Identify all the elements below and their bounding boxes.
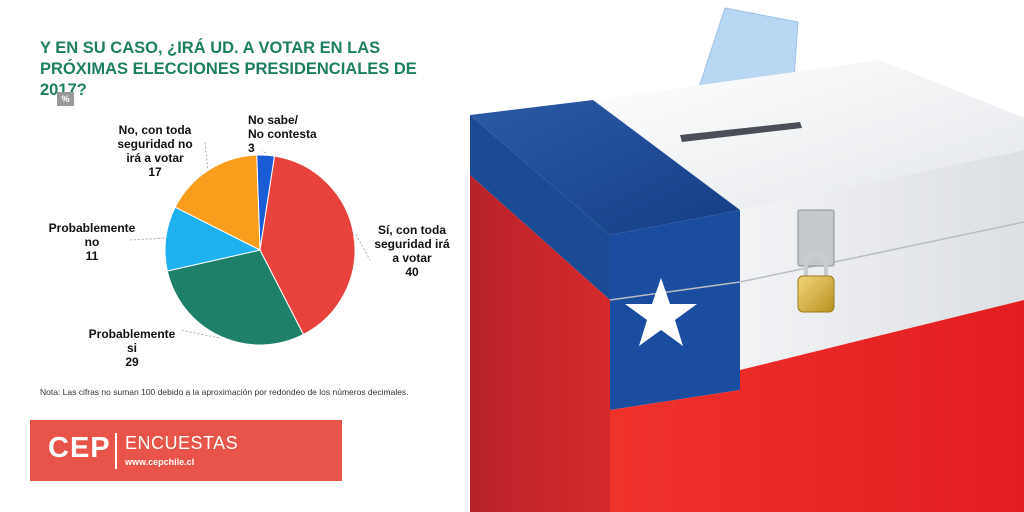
logo-url: www.cepchile.cl — [125, 457, 195, 467]
slice-label: Sí, con toda seguridad irá a votar 40 — [374, 223, 450, 279]
box-side-red — [470, 175, 610, 512]
box-front-red — [610, 300, 1024, 512]
chart-note: Nota: Las cifras no suman 100 debido a l… — [40, 387, 409, 397]
lid-rim-line — [609, 221, 1024, 301]
logo-divider — [115, 433, 117, 469]
box-front-white — [740, 150, 1024, 370]
slice-label: Probablemente no 11 — [49, 221, 136, 263]
pie-chart: No sabe/No contesta 3 Sí, con toda segurida… — [49, 113, 450, 369]
ballot-slot — [680, 122, 802, 142]
leader-line — [204, 141, 209, 169]
pie-slice — [259, 155, 356, 336]
padlock-icon — [797, 275, 835, 313]
leader-line — [355, 234, 371, 261]
leader-line — [129, 237, 164, 241]
pie-slice — [174, 154, 261, 251]
logo-section: ENCUESTAS — [125, 433, 239, 453]
pie-slice — [164, 206, 262, 272]
ballot-box-illustration — [470, 7, 1024, 512]
box-lid-top — [593, 60, 1024, 210]
logo-brand: CEP — [48, 432, 111, 464]
slice-label: Probablemente si 29 — [89, 327, 176, 369]
star-icon — [625, 278, 697, 346]
leader-line — [179, 329, 220, 339]
chart-title: Y EN SU CASO, ¿IRÁ UD. A VOTAR EN LAS PR… — [40, 39, 417, 99]
padlock-shackle — [804, 252, 828, 278]
pie-slice — [166, 249, 305, 346]
slice-label: No, con toda seguridad no irá a votar 17 — [117, 123, 192, 179]
lock-hasp — [797, 209, 835, 267]
unit-badge: % — [57, 92, 74, 106]
cep-logo: CEP ENCUESTAS www.cepchile.cl — [30, 420, 342, 481]
box-lid-top-blue — [470, 100, 740, 235]
chart-panel: Y EN SU CASO, ¿IRÁ UD. A VOTAR EN LAS PR… — [0, 0, 470, 410]
leader-line — [261, 149, 267, 154]
box-side-blue — [470, 115, 610, 300]
slice-label: No sabe/No contesta 3 — [248, 113, 317, 155]
